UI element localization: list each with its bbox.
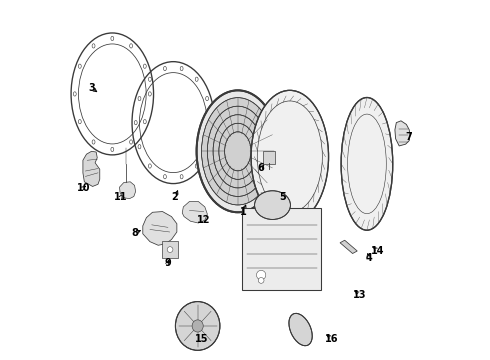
Text: 14: 14 (371, 246, 385, 256)
Polygon shape (395, 121, 410, 146)
Ellipse shape (148, 92, 151, 96)
Ellipse shape (78, 120, 81, 124)
Ellipse shape (144, 64, 146, 68)
Ellipse shape (207, 106, 269, 197)
FancyBboxPatch shape (242, 208, 321, 291)
Ellipse shape (195, 77, 198, 81)
Ellipse shape (209, 121, 212, 125)
Text: 12: 12 (196, 215, 210, 225)
Ellipse shape (164, 175, 167, 179)
Text: 16: 16 (325, 333, 339, 343)
Ellipse shape (289, 313, 312, 346)
Text: 15: 15 (195, 333, 208, 343)
Ellipse shape (255, 191, 291, 220)
FancyBboxPatch shape (162, 241, 178, 258)
Ellipse shape (251, 90, 329, 223)
Ellipse shape (224, 132, 251, 171)
Ellipse shape (206, 96, 209, 101)
Polygon shape (182, 202, 207, 223)
Ellipse shape (213, 115, 263, 188)
Ellipse shape (111, 36, 114, 41)
Ellipse shape (92, 44, 95, 48)
Ellipse shape (138, 96, 141, 101)
Text: 13: 13 (353, 291, 367, 301)
Text: 5: 5 (279, 192, 286, 202)
Circle shape (258, 278, 264, 283)
Ellipse shape (148, 164, 151, 168)
Polygon shape (120, 182, 136, 199)
Text: 4: 4 (366, 253, 372, 263)
Ellipse shape (130, 44, 132, 48)
Ellipse shape (192, 320, 203, 332)
Text: 2: 2 (172, 192, 178, 202)
Text: 11: 11 (114, 192, 128, 202)
Ellipse shape (134, 121, 137, 125)
Ellipse shape (74, 92, 76, 96)
Text: 6: 6 (257, 163, 264, 173)
Text: 7: 7 (405, 132, 412, 142)
Polygon shape (340, 240, 357, 253)
Text: 3: 3 (88, 83, 95, 93)
Ellipse shape (138, 145, 141, 149)
Ellipse shape (78, 64, 81, 68)
Polygon shape (83, 151, 100, 186)
Text: 10: 10 (76, 183, 90, 193)
Ellipse shape (196, 90, 279, 212)
Text: 9: 9 (164, 258, 171, 268)
Ellipse shape (111, 147, 114, 152)
Ellipse shape (175, 302, 220, 350)
Ellipse shape (219, 123, 257, 179)
Ellipse shape (148, 77, 151, 81)
Ellipse shape (180, 66, 183, 71)
FancyBboxPatch shape (263, 150, 275, 164)
Ellipse shape (164, 66, 167, 71)
Ellipse shape (341, 98, 393, 230)
Text: 1: 1 (240, 207, 246, 217)
Circle shape (256, 270, 266, 280)
Ellipse shape (180, 175, 183, 179)
Ellipse shape (195, 164, 198, 168)
Ellipse shape (144, 120, 146, 124)
Ellipse shape (206, 145, 209, 149)
Ellipse shape (92, 140, 95, 144)
Ellipse shape (130, 140, 132, 144)
Polygon shape (143, 212, 177, 245)
Circle shape (167, 247, 173, 252)
Text: 8: 8 (132, 228, 139, 238)
Ellipse shape (201, 98, 274, 205)
